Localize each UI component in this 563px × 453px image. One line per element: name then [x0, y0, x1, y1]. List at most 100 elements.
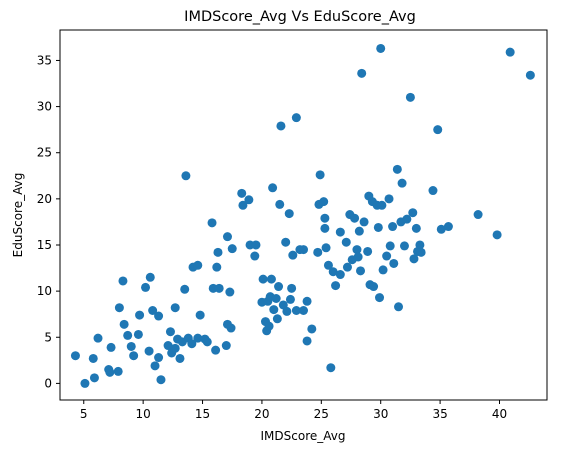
- scatter-point: [123, 330, 133, 340]
- scatter-point: [269, 305, 279, 315]
- scatter-point: [244, 195, 254, 205]
- x-tick-label: 25: [314, 407, 329, 421]
- scatter-point: [222, 232, 232, 242]
- scatter-point: [443, 222, 453, 232]
- scatter-point: [326, 363, 336, 373]
- scatter-point: [181, 171, 191, 181]
- scatter-point: [70, 351, 80, 361]
- scatter-point: [276, 121, 286, 131]
- scatter-point: [193, 260, 203, 270]
- x-axis-ticks: 5 10 15 20 25 30 35 40: [80, 400, 507, 421]
- scatter-point: [323, 260, 333, 270]
- scatter-point: [399, 241, 409, 251]
- scatter-point: [405, 92, 415, 102]
- scatter-point: [148, 305, 158, 315]
- scatter-point: [251, 240, 261, 250]
- scatter-point: [299, 245, 308, 255]
- scatter-point: [114, 303, 124, 313]
- x-tick-label: 30: [373, 407, 388, 421]
- scatter-point: [319, 197, 329, 207]
- scatter-point: [291, 113, 301, 123]
- scatter-point: [375, 293, 385, 303]
- scatter-point: [376, 43, 386, 53]
- scatter-point: [389, 258, 399, 268]
- scatter-point: [313, 247, 323, 257]
- scatter-point: [315, 170, 325, 180]
- x-tick-label: 35: [432, 407, 447, 421]
- scatter-point: [320, 223, 330, 233]
- scatter-point: [369, 282, 379, 292]
- scatter-point: [394, 302, 404, 312]
- scatter-point: [299, 305, 308, 315]
- x-tick-label: 5: [80, 407, 88, 421]
- scatter-point: [356, 266, 366, 276]
- y-tick-label: 15: [37, 238, 52, 252]
- scatter-point: [126, 341, 136, 351]
- scatter-point: [402, 214, 412, 224]
- scatter-point: [342, 262, 352, 272]
- scatter-point: [302, 296, 312, 306]
- scatter-point: [193, 333, 203, 343]
- scatter-point: [291, 305, 301, 315]
- scatter-point: [226, 323, 236, 333]
- y-tick-label: 5: [44, 330, 52, 344]
- y-tick-label: 25: [37, 146, 52, 160]
- scatter-point: [285, 294, 295, 304]
- scatter-point: [135, 310, 145, 320]
- scatter-point: [88, 353, 98, 363]
- y-tick-label: 20: [37, 192, 52, 206]
- scatter-point: [237, 188, 247, 198]
- scatter-point: [268, 183, 278, 193]
- scatter-point: [150, 361, 160, 371]
- scatter-point: [118, 276, 128, 286]
- scatter-point: [113, 366, 123, 376]
- scatter-point: [165, 327, 175, 337]
- scatter-point: [492, 230, 502, 240]
- scatter-point: [409, 254, 419, 264]
- scatter-point: [221, 341, 231, 351]
- chart-title: IMDScore_Avg Vs EduScore_Avg: [184, 9, 416, 25]
- scatter-point: [320, 213, 330, 223]
- y-tick-label: 30: [37, 100, 52, 114]
- x-tick-label: 40: [492, 407, 507, 421]
- x-tick-label: 10: [136, 407, 151, 421]
- scatter-point: [170, 303, 180, 313]
- scatter-point: [144, 346, 154, 356]
- scatter-point: [212, 262, 222, 272]
- scatter-point: [250, 251, 260, 261]
- scatter-point: [170, 343, 180, 353]
- scatter-point: [287, 283, 297, 293]
- scatter-point: [187, 339, 197, 349]
- scatter-point: [392, 164, 402, 174]
- scatter-point: [214, 283, 224, 293]
- scatter-point: [411, 223, 421, 233]
- scatter-point: [175, 353, 185, 363]
- scatter-point: [415, 240, 425, 250]
- scatter-point: [105, 367, 115, 377]
- scatter-point: [354, 226, 364, 236]
- scatter-point: [384, 194, 394, 204]
- scatter-point: [408, 208, 418, 218]
- scatter-point: [428, 186, 438, 196]
- scatter-point: [436, 224, 446, 234]
- scatter-point: [80, 378, 90, 388]
- scatter-point: [225, 287, 235, 297]
- scatter-point: [275, 199, 285, 209]
- scatter-point: [213, 247, 223, 257]
- scatter-point: [89, 373, 99, 383]
- y-tick-label: 10: [37, 284, 52, 298]
- scatter-point: [433, 125, 443, 135]
- scatter-point: [156, 375, 166, 385]
- scatter-point: [352, 245, 362, 255]
- scatter-point: [271, 294, 281, 304]
- scatter-point: [328, 267, 338, 277]
- y-axis-label: EduScore_Avg: [11, 173, 25, 258]
- scatter-point: [505, 47, 515, 57]
- scatter-point: [202, 337, 212, 347]
- scatter-point: [145, 272, 155, 282]
- scatter-point: [106, 342, 116, 352]
- data-points: [70, 43, 535, 388]
- scatter-point: [207, 218, 217, 228]
- scatter-point: [473, 210, 483, 220]
